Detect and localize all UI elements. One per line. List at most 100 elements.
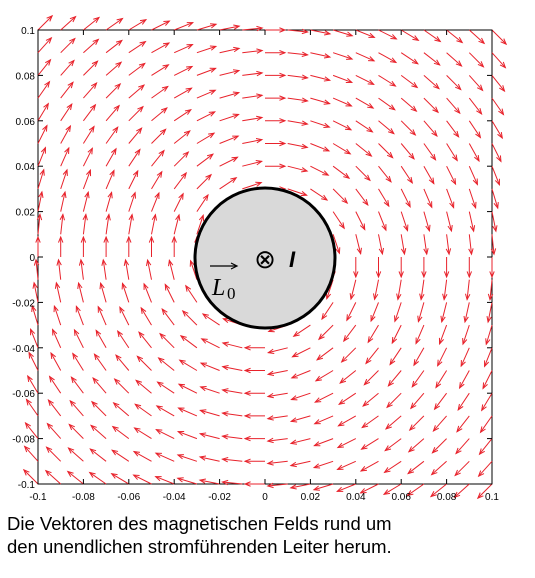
field-arrow [338,415,357,427]
field-arrow-head [123,258,130,266]
field-arrow-head [89,448,97,455]
field-arrow-head [390,34,398,40]
field-arrow-head [407,446,415,453]
field-arrow [267,370,288,375]
field-arrow [386,392,402,408]
field-arrow [468,120,481,138]
field-arrow-head [318,333,325,341]
field-arrow [314,392,334,403]
field-arrow-head [453,130,460,138]
field-arrow [310,165,329,176]
field-arrow [128,170,139,190]
field-arrow-head [290,395,298,401]
field-arrow-head [132,450,141,457]
field-arrow [378,188,390,207]
field-arrow [82,126,95,144]
field-arrow-head [47,399,54,407]
field-arrow [173,44,193,54]
vector-subscript: 0 [227,284,236,303]
field-arrow [161,308,175,326]
field-arrow [446,75,462,90]
field-arrow-head [44,469,52,477]
field-arrow [219,156,238,167]
field-arrow [287,143,308,148]
field-arrow-head [346,314,352,322]
field-arrow [28,352,39,371]
field-arrow-head [112,126,119,134]
field-arrow [83,104,96,122]
field-arrow-head [88,125,95,133]
field-arrow [313,483,334,491]
field-arrow [378,29,397,40]
field-arrow [151,107,168,122]
field-arrow [60,103,73,122]
field-arrow-head [382,489,391,495]
field-arrow [464,302,470,323]
field-arrow-head [266,460,274,466]
field-arrow [174,22,193,31]
field-arrow-head [341,197,349,204]
field-arrow [143,283,152,303]
field-arrow-head [168,258,174,267]
field-arrow [287,165,308,172]
field-arrow-head [138,62,146,69]
x-tick-label: -0.04 [163,492,186,503]
field-arrow [196,194,209,212]
figure-caption: Die Vektoren des magnetischen Felds rund… [7,512,527,558]
field-arrow [35,259,39,280]
y-tick-label: -0.08 [12,435,35,446]
field-arrow-head [434,36,442,43]
field-arrow [267,392,288,397]
field-arrow-head [490,248,497,256]
field-arrow-head [471,201,477,210]
conductor-disc [193,186,337,330]
field-arrow-head [498,108,505,116]
field-arrow-head [431,447,439,454]
field-arrow [355,97,374,109]
field-arrow-head [432,106,439,114]
field-arrow-head [368,32,376,38]
field-arrow-head [143,282,149,290]
field-arrow [400,29,419,41]
field-arrow [105,18,123,31]
field-arrow-head [396,293,402,301]
field-arrow [435,370,448,388]
field-arrow-head [301,143,309,150]
field-arrow-head [435,381,442,389]
field-arrow-head [66,103,73,111]
field-arrow [222,342,243,349]
field-arrow-head [111,147,117,155]
field-arrow [491,29,507,45]
field-arrow [201,338,220,349]
field-arrow [90,448,107,462]
field-arrow-head [300,190,308,197]
field-arrow [242,27,263,31]
field-arrow-head [99,281,105,290]
field-arrow-head [208,111,216,117]
y-tick-label: -0.06 [12,389,35,400]
field-arrow [287,74,308,79]
field-arrow [128,106,144,122]
field-arrow-head [469,225,476,233]
field-arrow [439,324,448,345]
field-arrow [33,282,39,303]
field-arrow [310,52,331,58]
field-arrow-head [31,304,37,312]
field-arrow [222,435,243,440]
field-arrow-head [97,305,103,313]
field-arrow-head [107,191,113,199]
field-arrow-head [72,352,78,360]
field-arrow-head [92,38,100,46]
field-arrow-head [486,316,492,324]
field-arrow-head [156,381,164,388]
field-arrow-head [176,430,185,436]
field-arrow-head [398,271,404,279]
field-arrow-head [316,354,324,361]
field-arrow-head [256,93,264,99]
field-arrow [128,214,133,235]
field-arrow-head [368,56,376,62]
field-arrow-head [243,481,251,487]
field-arrow [420,279,425,300]
field-arrow-head [186,65,194,72]
field-arrow [177,431,198,440]
